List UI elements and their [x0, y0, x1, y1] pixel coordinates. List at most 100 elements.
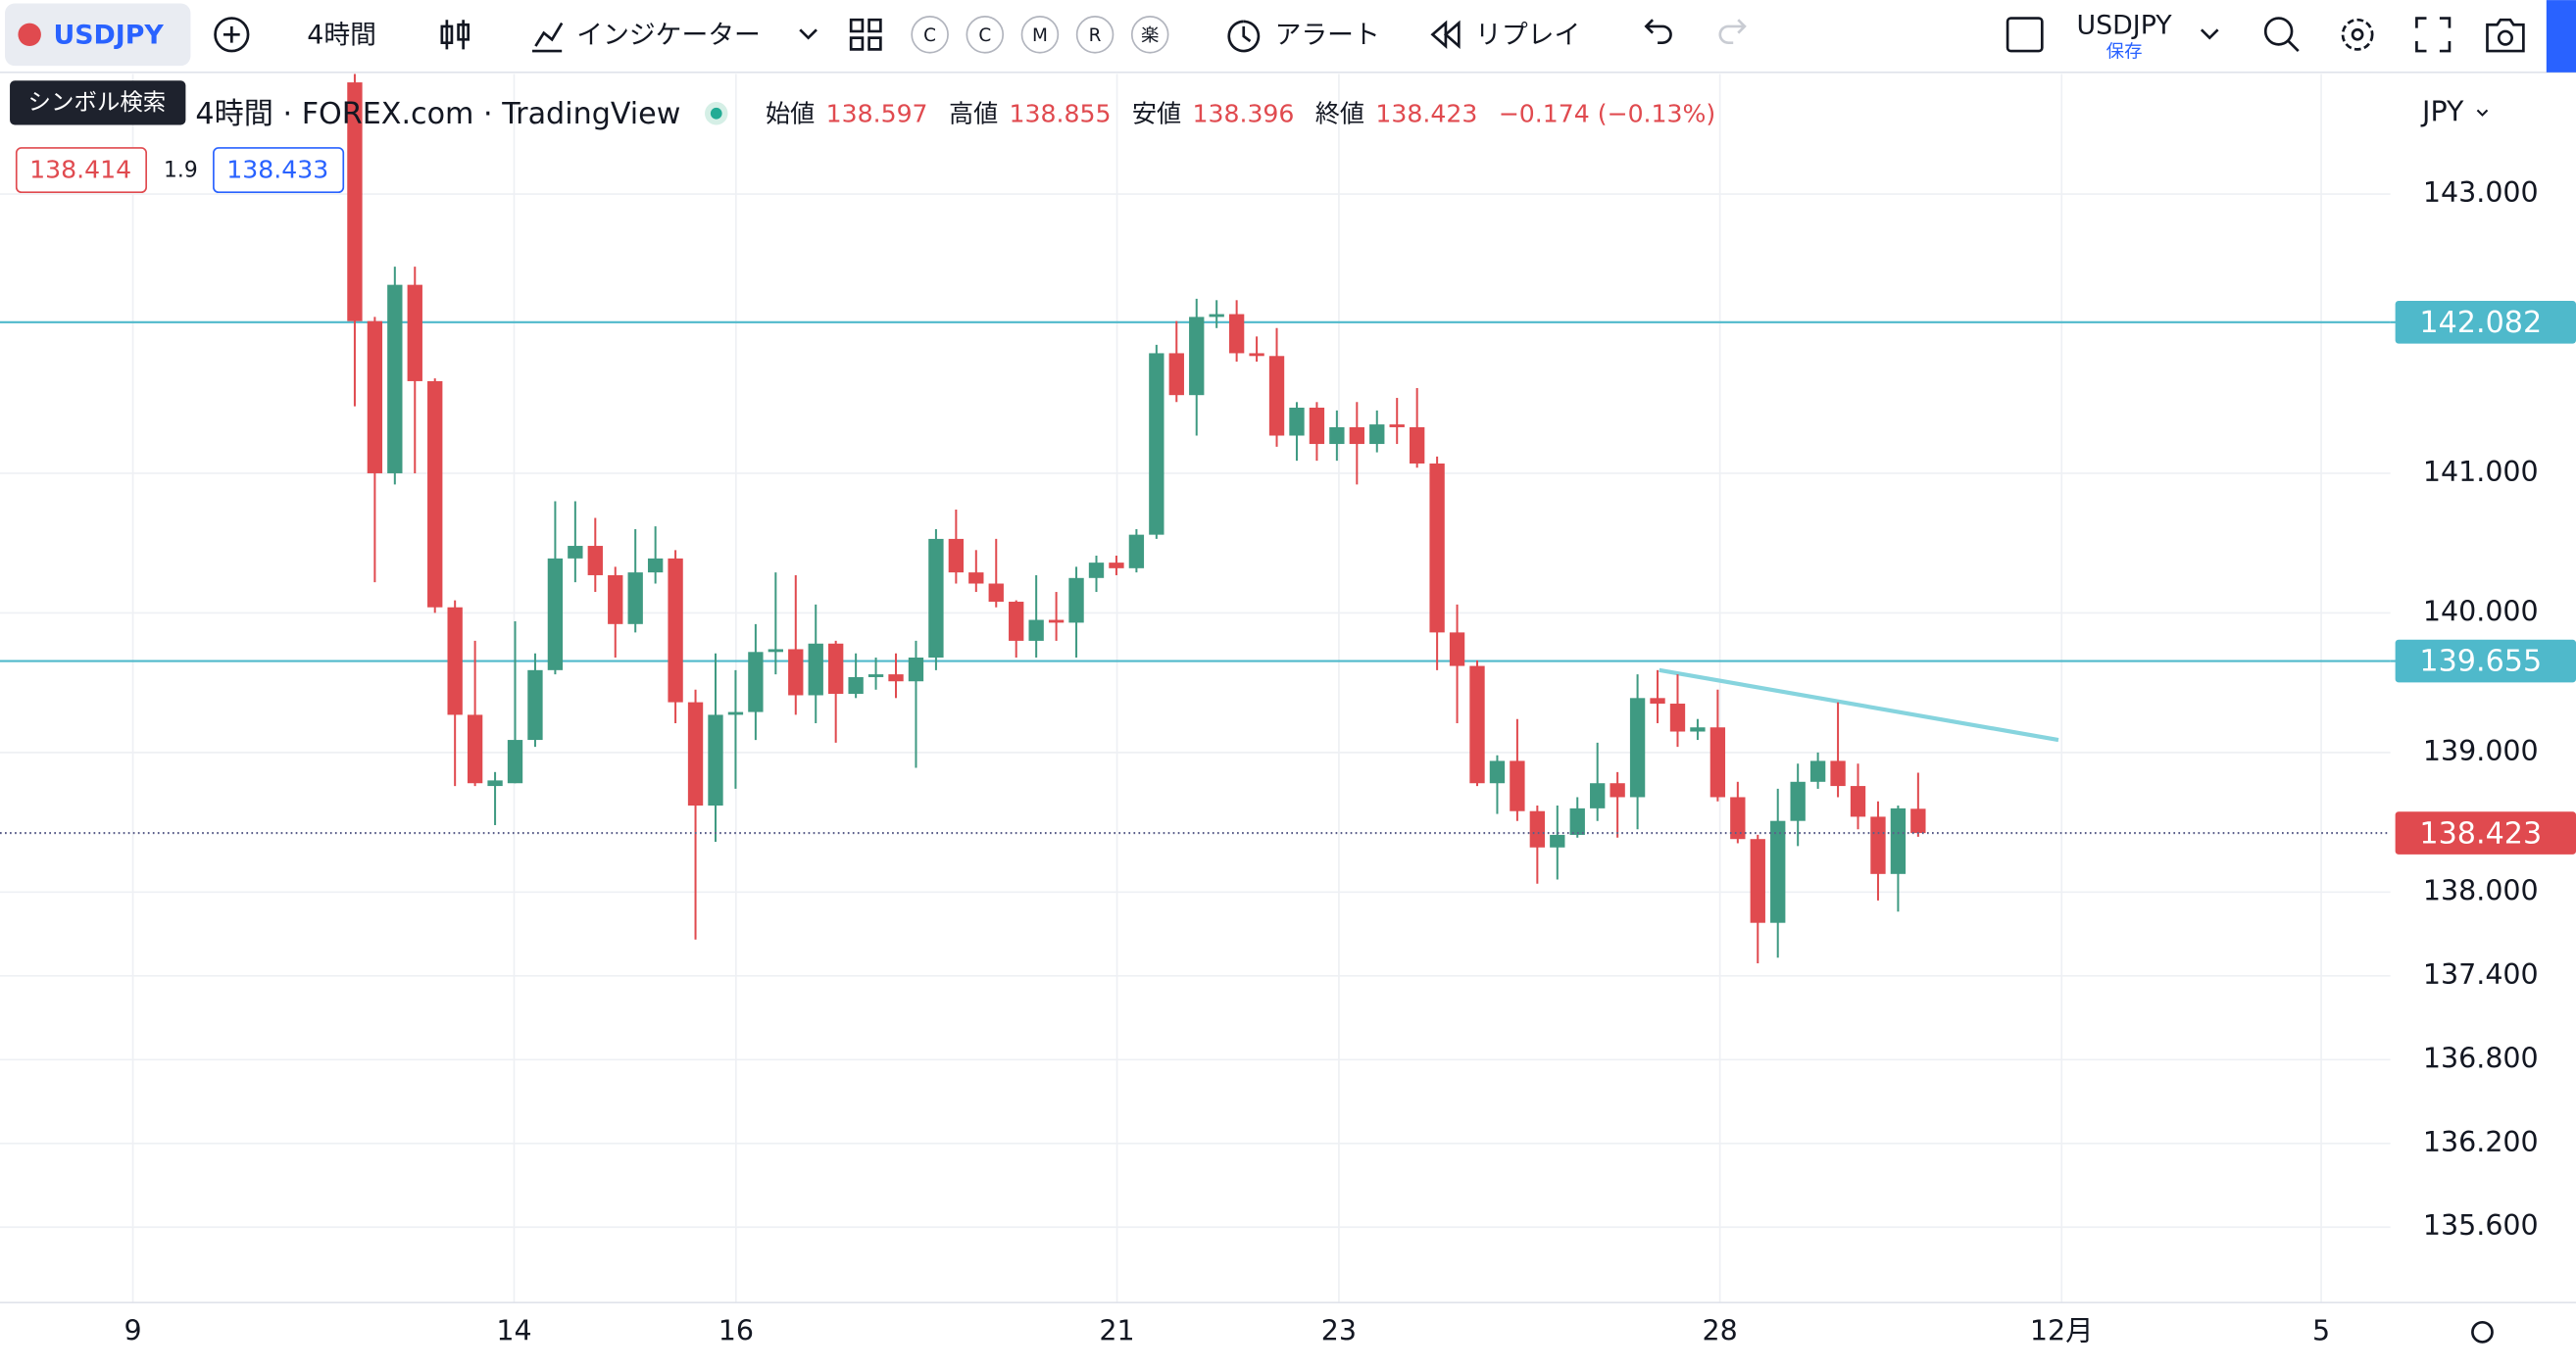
- candle-body: [1009, 602, 1024, 641]
- candle-body: [467, 714, 483, 784]
- candle-body: [1669, 704, 1686, 732]
- y-tick-label: 136.200: [2423, 1126, 2539, 1158]
- candle-body: [867, 674, 884, 677]
- market-status-dot: [710, 107, 722, 120]
- y-tick-label: 140.000: [2423, 595, 2539, 627]
- trend-line: [1659, 667, 2059, 743]
- candle-body: [1750, 839, 1765, 923]
- layout-dropdown[interactable]: [2200, 28, 2219, 40]
- symbol-button[interactable]: [5, 3, 191, 67]
- candle-body: [367, 320, 383, 473]
- grid: [0, 73, 2391, 1303]
- candle-body: [1910, 808, 1926, 834]
- candle-body: [387, 284, 403, 473]
- candle-body: [1228, 314, 1245, 354]
- ask[interactable]: 138.433: [226, 155, 328, 183]
- layout-symbol[interactable]: USDJPY: [2077, 10, 2173, 40]
- price-label-box: [2395, 301, 2576, 344]
- interval[interactable]: 4時間: [307, 20, 376, 50]
- search[interactable]: [2263, 17, 2294, 46]
- search-handle: [2287, 40, 2300, 53]
- currency[interactable]: JPY: [2420, 96, 2464, 128]
- candle-body: [1529, 810, 1546, 848]
- price-label-box: [2395, 639, 2576, 683]
- last-price-box: [2395, 811, 2576, 855]
- side-tab[interactable]: [2546, 0, 2576, 73]
- candle-body: [1469, 665, 1485, 784]
- candle-body: [1048, 619, 1065, 623]
- broker-button[interactable]: [1020, 16, 1060, 54]
- candle-body: [1109, 563, 1124, 568]
- high-label: 高値: [949, 99, 998, 127]
- chart-type[interactable]: [440, 20, 471, 50]
- broker-button[interactable]: [966, 16, 1005, 54]
- layout-icon[interactable]: [849, 18, 882, 51]
- candle-body: [1309, 408, 1325, 445]
- add-symbol[interactable]: [214, 17, 250, 53]
- dropdown[interactable]: [799, 28, 817, 40]
- x-tick-label: 9: [124, 1314, 142, 1346]
- ask-box[interactable]: [213, 147, 345, 194]
- alert-icon: [1227, 20, 1261, 53]
- candle-body: [988, 583, 1004, 603]
- x-tick-label: 16: [718, 1314, 754, 1346]
- x-tick-label: 12月: [2030, 1314, 2094, 1346]
- candle-body: [1209, 314, 1224, 318]
- indicators[interactable]: インジケーター: [576, 20, 761, 50]
- layout-button[interactable]: [2006, 17, 2044, 53]
- candle-body: [1409, 426, 1425, 464]
- open-value: 138.597: [826, 99, 928, 127]
- candle-body: [1289, 408, 1305, 436]
- symbol[interactable]: USDJPY: [53, 20, 164, 50]
- candle-body: [1610, 783, 1625, 798]
- broker-label[interactable]: R: [1089, 25, 1102, 46]
- close-value: 138.423: [1375, 99, 1477, 127]
- candle-body: [1709, 727, 1726, 798]
- broker-button[interactable]: [1075, 16, 1115, 54]
- broker-label[interactable]: C: [978, 25, 991, 46]
- redo[interactable]: [1718, 19, 1747, 45]
- plot: [0, 73, 2391, 964]
- candle-body: [407, 284, 422, 381]
- candle-body: [928, 538, 944, 659]
- broker-label[interactable]: 楽: [1141, 25, 1159, 46]
- candle-body: [1128, 534, 1145, 568]
- legend-values: 始値 138.597 高値 138.855 安値 138.396 終値 138.…: [766, 99, 1715, 127]
- settings[interactable]: [2341, 18, 2374, 51]
- candle-body: [1389, 424, 1405, 427]
- x-tick-label: 28: [1703, 1314, 1738, 1346]
- candle-body: [1590, 783, 1606, 808]
- replay[interactable]: リプレイ: [1475, 20, 1580, 50]
- broker-button[interactable]: [911, 16, 949, 54]
- x-tick-label: 14: [496, 1314, 531, 1346]
- candle-body: [1268, 356, 1285, 436]
- indicator-icon: [532, 22, 564, 53]
- fullscreen[interactable]: [2415, 17, 2452, 53]
- undo[interactable]: [1644, 19, 1672, 45]
- axis-settings[interactable]: [2471, 1320, 2494, 1344]
- candle-body: [1730, 797, 1746, 840]
- y-tick-label: 136.800: [2423, 1042, 2539, 1074]
- candle-body: [888, 674, 904, 682]
- bid-box[interactable]: [15, 147, 148, 194]
- candle-body: [627, 572, 643, 624]
- screenshot[interactable]: [2486, 18, 2525, 53]
- candle-body: [1890, 807, 1907, 874]
- alert[interactable]: アラート: [1275, 20, 1380, 50]
- bid[interactable]: 138.414: [29, 155, 131, 183]
- candle-body: [1569, 807, 1585, 835]
- broker-button[interactable]: [1130, 16, 1169, 54]
- candle-body: [1149, 353, 1164, 535]
- broker-label[interactable]: M: [1032, 25, 1048, 46]
- save[interactable]: 保存: [2106, 42, 2143, 63]
- candle-body: [1329, 426, 1345, 445]
- open-label: 始値: [766, 99, 815, 127]
- low-value: 138.396: [1193, 99, 1295, 127]
- candle-body: [1790, 781, 1806, 821]
- candle-body: [808, 643, 823, 696]
- candle-body: [1629, 698, 1646, 798]
- broker-label[interactable]: C: [923, 25, 936, 46]
